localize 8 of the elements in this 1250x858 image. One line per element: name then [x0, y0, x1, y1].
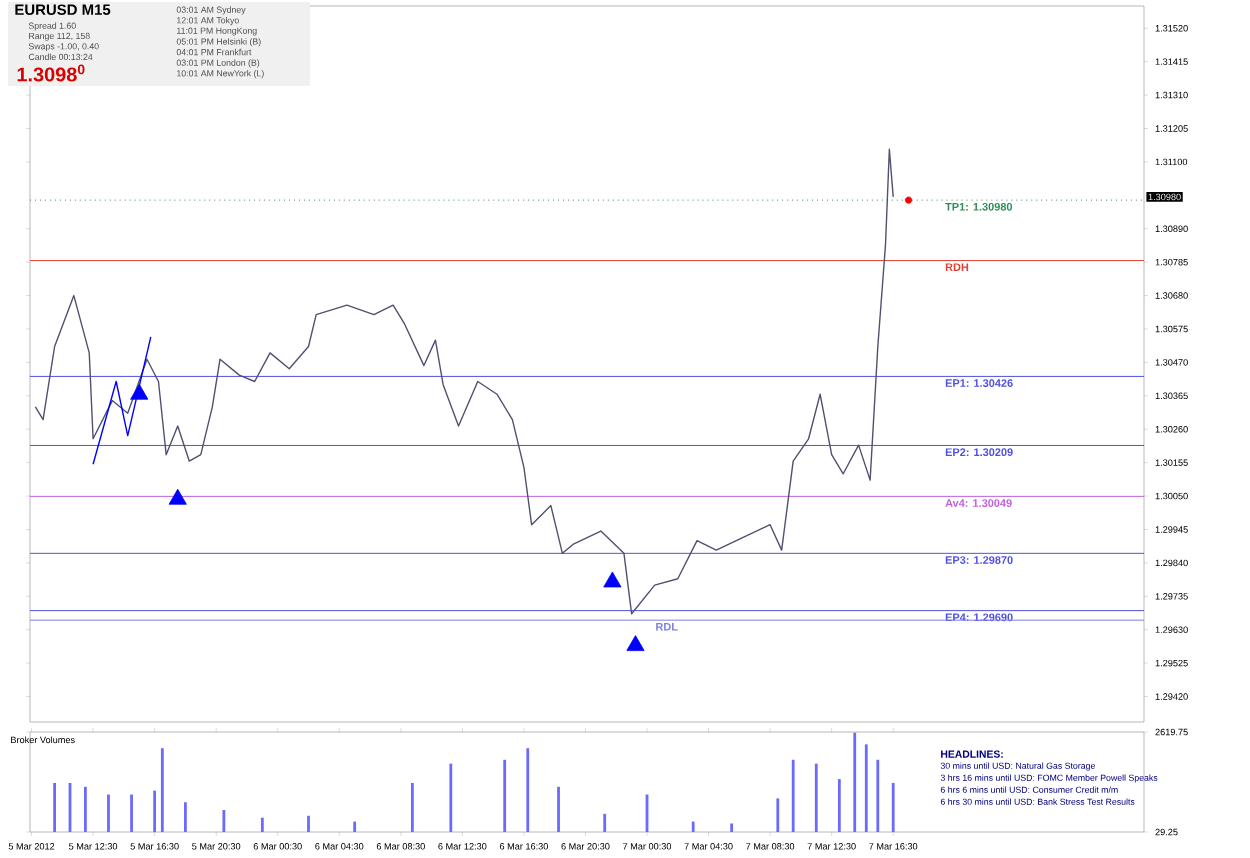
- point: [603, 571, 622, 588]
- line-series: [34, 148, 894, 615]
- line-series: [92, 336, 152, 465]
- point: [168, 488, 187, 505]
- annotation: 1.3098$^{0}$: [17, 64, 85, 82]
- point: [626, 635, 645, 652]
- point: [904, 196, 913, 204]
- point: [130, 383, 149, 400]
